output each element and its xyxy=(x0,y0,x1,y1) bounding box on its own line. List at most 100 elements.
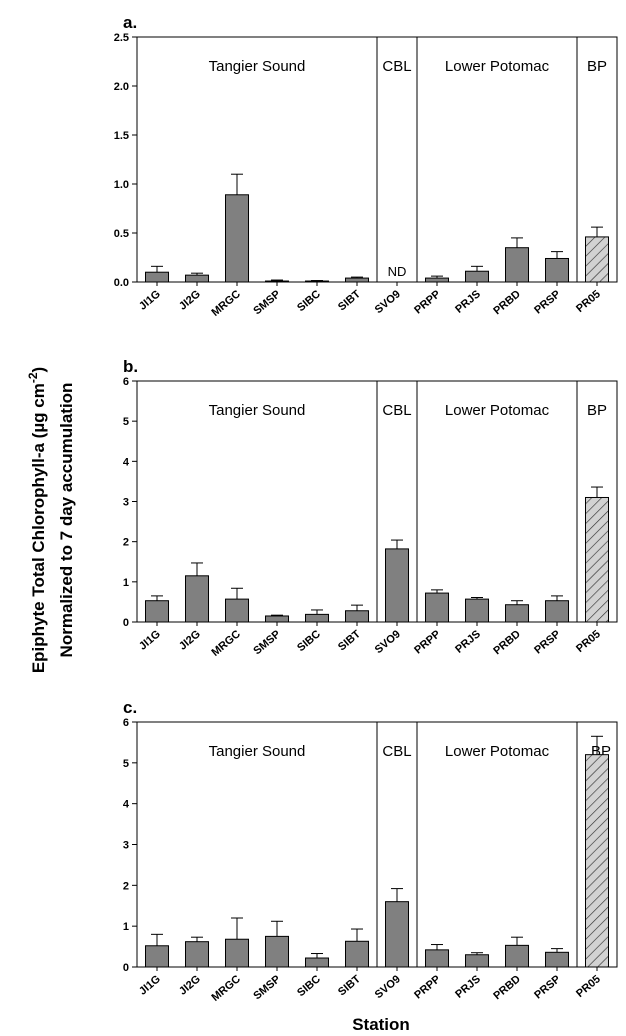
y-tick-label: 1 xyxy=(123,577,129,589)
bar-sibc xyxy=(305,957,329,968)
x-tick-label: SMSP xyxy=(251,628,283,657)
chart-panel-0: a. Tangier Sound CBL Lower Potomac BP 0.0 0.5 1… xyxy=(114,13,618,319)
x-axis-title: Station xyxy=(352,1015,410,1034)
x-tick-label: PRBD xyxy=(491,628,523,657)
x-tick-label: SIBT xyxy=(336,973,363,998)
x-tick-label: SIBC xyxy=(295,973,323,999)
panel-label: a. xyxy=(123,13,137,32)
bar-ji2g xyxy=(185,941,209,968)
region-label: Lower Potomac xyxy=(445,58,550,75)
x-tick-label: PRSP xyxy=(532,288,563,316)
bar-smsp xyxy=(265,615,289,623)
bar-sibt xyxy=(345,277,369,283)
bar-ji1g xyxy=(145,600,169,623)
region-label: Tangier Sound xyxy=(209,402,306,419)
x-tick-label: MRGC xyxy=(209,628,243,659)
y-tick-label: 0 xyxy=(123,617,129,629)
bar-prjs xyxy=(465,598,489,623)
bar-svo9 xyxy=(385,548,409,623)
x-tick-label: SIBT xyxy=(336,628,363,653)
bar-prsp xyxy=(545,257,569,283)
region-label: BP xyxy=(587,58,607,75)
region-label: CBL xyxy=(382,402,411,419)
x-tick-label: JI2G xyxy=(177,628,203,653)
x-tick-label: PRJS xyxy=(453,288,483,316)
annotation-nd: ND xyxy=(388,264,407,279)
y-tick-label: 2 xyxy=(123,537,129,549)
x-tick-label: PRPP xyxy=(412,973,443,1001)
y-tick-label: 5 xyxy=(123,416,129,428)
y-axis-title: Epiphyte Total Chlorophyll-a (µg cm-2) xyxy=(26,367,48,673)
bar-ji1g xyxy=(145,271,169,283)
y-axis-title-line2: Normalized to 7 day accumulation xyxy=(57,383,76,658)
x-tick-label: PRSP xyxy=(532,973,563,1001)
bar-sibt xyxy=(345,610,369,623)
x-tick-label: PR05 xyxy=(574,288,603,315)
bar-prbd xyxy=(505,247,529,283)
chart-panel-2: c.Tangier Sound CBL Lower Potomac BP0123456… xyxy=(123,698,618,1004)
region-label: Lower Potomac xyxy=(445,402,550,419)
bar-prbd xyxy=(505,604,529,623)
bar-prsp xyxy=(545,600,569,623)
x-tick-label: PRSP xyxy=(532,628,563,656)
panel-label: b. xyxy=(123,357,138,376)
x-tick-label: PRBD xyxy=(491,973,523,1002)
panel-label: c. xyxy=(123,698,137,717)
x-tick-label: SIBC xyxy=(295,628,323,654)
y-tick-label: 3 xyxy=(123,497,129,509)
y-tick-label: 4 xyxy=(123,456,130,468)
x-tick-label: SMSP xyxy=(251,288,283,317)
y-tick-label: 0.0 xyxy=(114,277,129,289)
bar-ji2g xyxy=(185,575,209,623)
x-tick-label: JI1G xyxy=(137,973,163,998)
y-tick-label: 0.5 xyxy=(114,228,129,240)
y-axis-title-sup: -2 xyxy=(26,372,40,383)
bar-prbd xyxy=(505,944,529,968)
x-tick-label: PRPP xyxy=(412,628,443,656)
bar-pr05 xyxy=(585,236,609,283)
bar-pr05 xyxy=(585,754,609,968)
y-tick-label: 1 xyxy=(123,921,129,933)
y-axis-title-close: ) xyxy=(29,367,48,373)
y-tick-label: 1.0 xyxy=(114,179,129,191)
x-tick-label: PRJS xyxy=(453,973,483,1001)
x-tick-label: PRPP xyxy=(412,288,443,316)
y-tick-label: 1.5 xyxy=(114,130,129,142)
y-tick-label: 3 xyxy=(123,840,129,852)
y-tick-label: 2 xyxy=(123,880,129,892)
bar-prjs xyxy=(465,954,489,968)
bar-sibt xyxy=(345,940,369,968)
x-tick-label: SIBC xyxy=(295,288,323,314)
x-tick-label: MRGC xyxy=(209,973,243,1004)
region-label: CBL xyxy=(382,58,411,75)
bar-ji2g xyxy=(185,274,209,283)
bar-mrgc xyxy=(225,938,249,968)
bar-mrgc xyxy=(225,194,249,283)
x-tick-label: MRGC xyxy=(209,288,243,319)
y-tick-label: 6 xyxy=(123,376,129,388)
x-tick-label: JI1G xyxy=(137,628,163,653)
chart-panel-1: b. Tangier Sound CBL Lower Potomac BP 0 1 2 3 4 5 6… xyxy=(123,357,618,659)
bar-smsp xyxy=(265,935,289,968)
bar-smsp xyxy=(265,280,289,283)
x-tick-label: SIBT xyxy=(336,288,363,313)
bar-sibc xyxy=(305,613,329,623)
region-label: Tangier Sound xyxy=(209,743,306,760)
bar-prpp xyxy=(425,949,449,968)
x-tick-label: SVO9 xyxy=(373,288,403,316)
x-tick-label: PR05 xyxy=(574,628,603,655)
bar-pr05 xyxy=(585,496,609,623)
x-tick-label: JI1G xyxy=(137,288,163,313)
x-tick-label: SVO9 xyxy=(373,973,403,1001)
bar-svo9 xyxy=(385,901,409,968)
bar-prpp xyxy=(425,592,449,623)
region-label: CBL xyxy=(382,743,411,760)
y-tick-label: 2.5 xyxy=(114,32,129,44)
x-tick-label: PR05 xyxy=(574,973,603,1000)
bar-mrgc xyxy=(225,598,249,623)
region-label: Tangier Sound xyxy=(209,58,306,75)
bar-ji1g xyxy=(145,945,169,968)
x-tick-label: PRBD xyxy=(491,288,523,317)
region-label: BP xyxy=(587,402,607,419)
